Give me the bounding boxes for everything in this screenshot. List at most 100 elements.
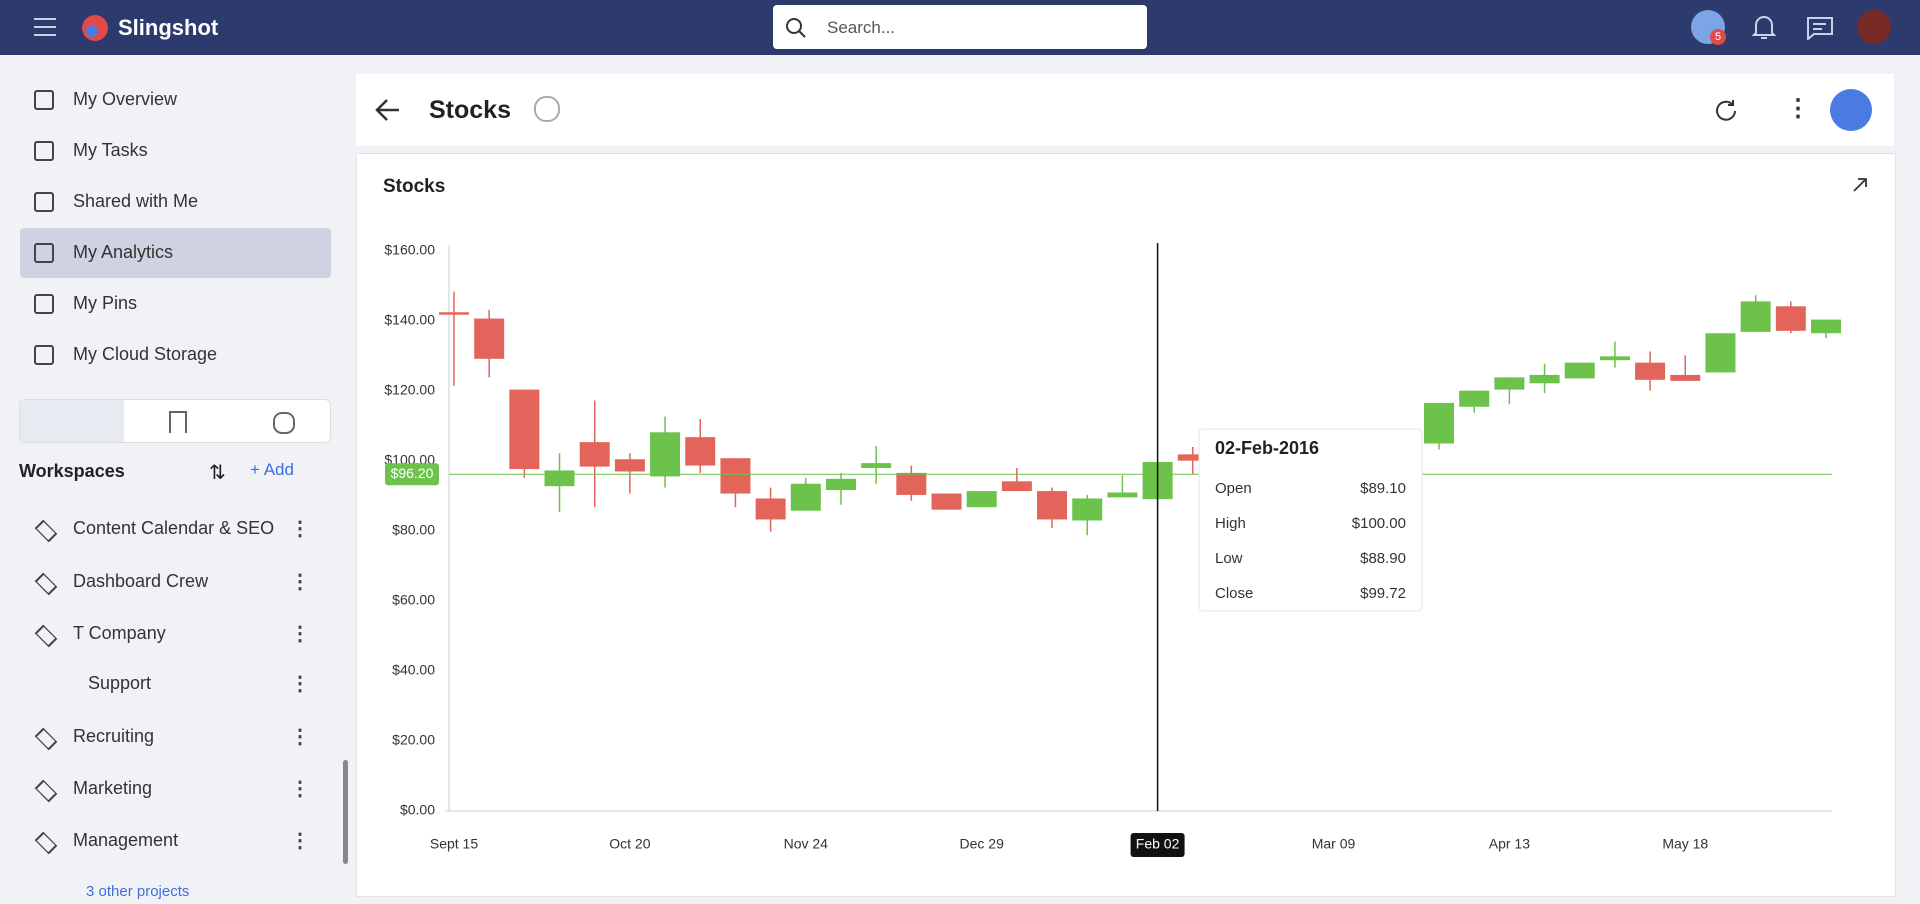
nav-icon (34, 345, 54, 365)
nav-icon (34, 294, 54, 314)
workspace-menu[interactable]: ⋮ (290, 778, 310, 800)
candle-body (650, 432, 681, 477)
candle-body (1107, 492, 1138, 498)
menu-icon[interactable] (34, 17, 58, 37)
chart-card: Stocks (356, 153, 1896, 897)
workspace-menu[interactable]: ⋮ (290, 726, 310, 748)
tooltip-label: High (1215, 515, 1246, 532)
more-button[interactable]: ⋮ (1786, 95, 1810, 122)
candle-body (544, 470, 575, 487)
candle-body (1529, 374, 1560, 384)
sort-icon[interactable]: ⇅ (209, 462, 226, 484)
edit-button[interactable] (1830, 89, 1872, 131)
candle-body (1740, 301, 1771, 332)
candle-body (1494, 377, 1525, 390)
y-tick-label: $140.00 (384, 312, 435, 328)
workspace-item: Dashboard Crew (73, 571, 209, 591)
x-tick-label: May 18 (1662, 836, 1708, 852)
workspace-menu[interactable]: ⋮ (290, 673, 310, 695)
workspace-menu[interactable]: ⋮ (290, 518, 310, 540)
back-button[interactable] (375, 98, 401, 122)
other-projects[interactable]: 3 other projects (86, 883, 190, 900)
pin-icon[interactable] (534, 96, 560, 122)
candle-body (720, 458, 751, 494)
app-name: Slingshot (118, 15, 219, 40)
nav-selected (20, 228, 331, 278)
y-tick-label: $40.00 (392, 662, 435, 678)
candle-body (1635, 362, 1666, 380)
refresh-button[interactable] (1713, 98, 1739, 124)
tooltip-value: $88.90 (1360, 550, 1406, 567)
workspace-menu[interactable]: ⋮ (290, 571, 310, 593)
candle-body (474, 318, 505, 359)
nav-item: Shared with Me (73, 191, 199, 211)
candle-body (825, 478, 856, 491)
candle-body (931, 493, 962, 510)
search-placeholder: Search... (827, 18, 896, 37)
nav-item: My Pins (73, 293, 138, 313)
workspace-menu[interactable]: ⋮ (290, 830, 310, 852)
search-box[interactable]: Search... (773, 5, 1147, 49)
add-button[interactable]: + Add (250, 460, 294, 479)
candle-body (685, 437, 716, 466)
logo (82, 15, 108, 41)
candle-body (1424, 402, 1455, 444)
user-avatar[interactable] (1857, 10, 1891, 44)
tooltip-label: Low (1215, 550, 1243, 567)
candle-body (1705, 333, 1736, 373)
candle-body (1599, 356, 1630, 361)
workspaces-title: Workspaces (19, 461, 125, 481)
candle-body (966, 491, 997, 508)
candle-body (790, 483, 821, 511)
tooltip-value: $99.72 (1360, 585, 1406, 602)
scrollbar (343, 760, 348, 864)
nav-item: My Tasks (73, 140, 148, 160)
sidebar-tabs (19, 399, 331, 443)
workspace-item: Recruiting (73, 726, 155, 746)
candle-body (1177, 454, 1208, 461)
chat-icon[interactable] (1806, 16, 1834, 40)
workspace-item: Content Calendar & SEO (73, 518, 275, 538)
chart-title: Stocks (383, 176, 446, 197)
candle-body (509, 389, 540, 470)
y-tick-label: $0.00 (400, 802, 435, 818)
candle-body (614, 459, 645, 472)
x-tick-label: Nov 24 (784, 836, 829, 852)
bell-icon[interactable] (1752, 15, 1776, 41)
expand-button[interactable] (1851, 176, 1869, 194)
search-icon (786, 18, 806, 38)
page-header: Stocks ⋮ (356, 74, 1894, 146)
x-tick-label: Dec 29 (960, 836, 1005, 852)
tooltip-value: $100.00 (1352, 515, 1406, 532)
y-tick-label: $160.00 (384, 242, 435, 258)
y-tick-label: $80.00 (392, 522, 435, 538)
tab-pins[interactable] (169, 411, 187, 433)
candle-body (1564, 362, 1595, 379)
tab-workspaces[interactable] (20, 400, 124, 442)
x-tick-label: Mar 09 (1312, 836, 1356, 852)
nav-item: My Cloud Storage (73, 344, 218, 364)
candle-body (1001, 481, 1032, 492)
nav-icon (34, 90, 54, 110)
nav-item: My Overview (73, 89, 178, 109)
workspace-item: Management (73, 830, 179, 850)
y-tick-label: $60.00 (392, 592, 435, 608)
nav-icon (34, 243, 54, 263)
nav-item: My Analytics (73, 242, 174, 262)
candle-body (861, 463, 892, 468)
top-bar: Slingshot Search... 5 (0, 0, 1920, 55)
workspace-menu[interactable]: ⋮ (290, 623, 310, 645)
page-title: Stocks (429, 96, 511, 124)
x-tick-label: Oct 20 (609, 836, 650, 852)
tab-shared[interactable] (273, 412, 295, 434)
candle-body (1037, 491, 1068, 520)
workspace-item: Support (88, 673, 152, 693)
tooltip (1198, 428, 1423, 612)
y-tick-label: $20.00 (392, 732, 435, 748)
crosshair-label: Feb 02 (1136, 836, 1180, 852)
reference-label: $96.20 (391, 465, 434, 481)
nav-icon (34, 192, 54, 212)
y-tick-label: $120.00 (384, 382, 435, 398)
add-label: Add (263, 460, 294, 479)
